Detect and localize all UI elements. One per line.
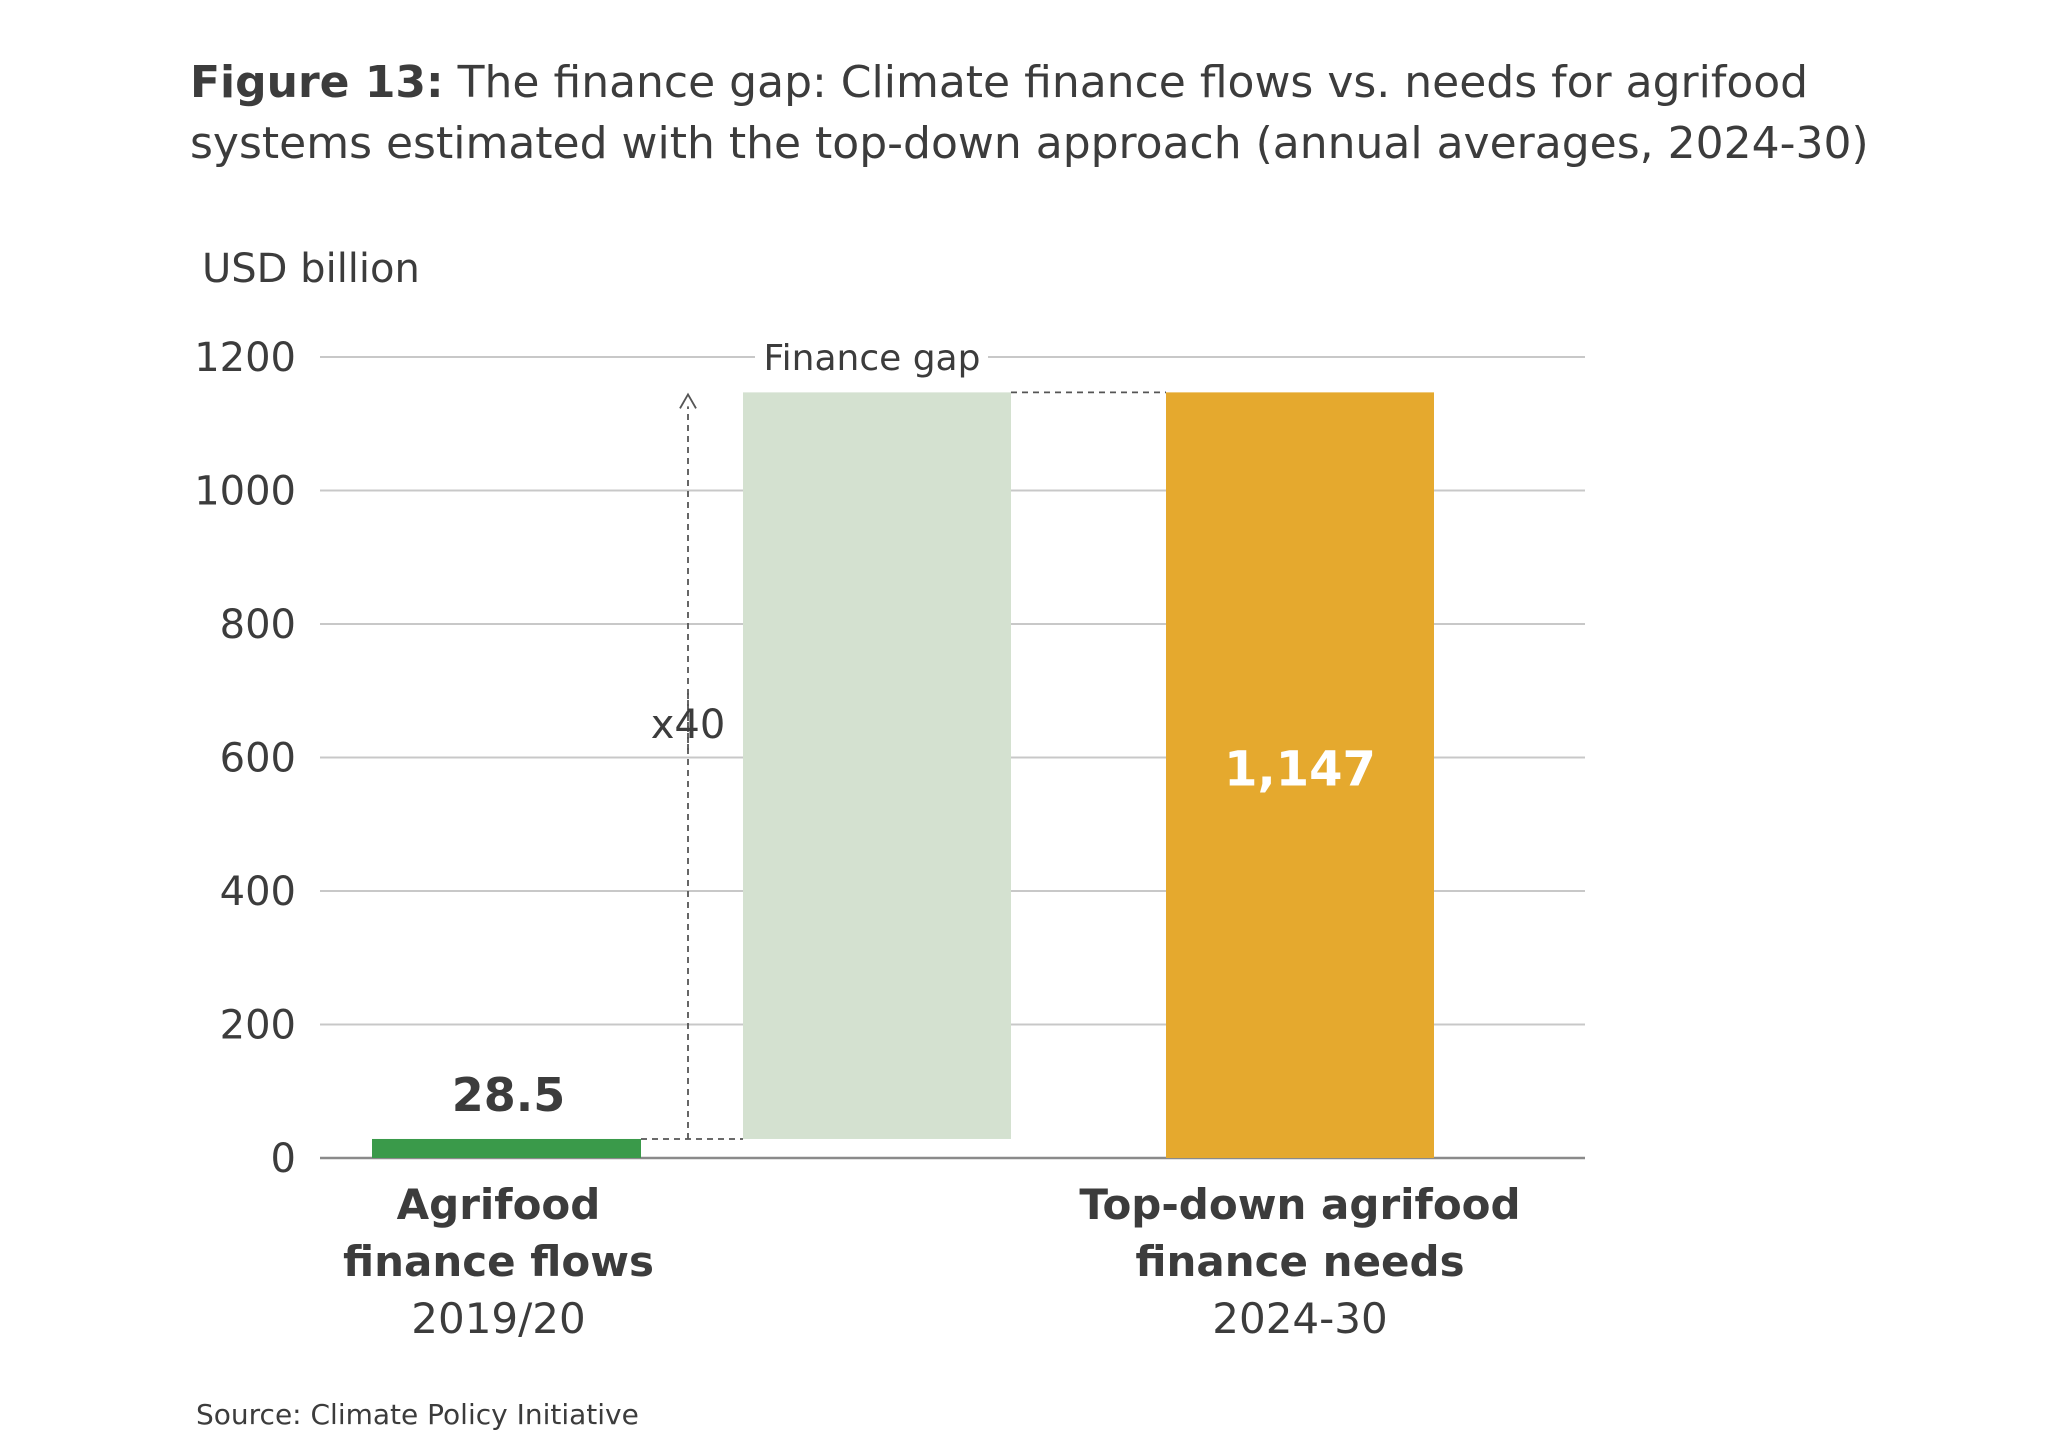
bar-finance-gap bbox=[743, 392, 1011, 1139]
finance-gap-label: Finance gap bbox=[764, 338, 981, 379]
category-label: Agrifood bbox=[397, 1180, 601, 1229]
bars: 28.5 1,147 bbox=[372, 392, 1434, 1158]
category-label: Top-down agrifood bbox=[1079, 1180, 1520, 1229]
figure-title: Figure 13: The finance gap: Climate fina… bbox=[190, 52, 1940, 174]
category-label: finance needs bbox=[1135, 1237, 1464, 1286]
y-axis-label: USD billion bbox=[202, 246, 420, 292]
y-tick-label: 800 bbox=[220, 602, 296, 648]
arrow-head bbox=[679, 392, 697, 409]
y-tick-label: 400 bbox=[220, 869, 296, 915]
multiplier-label: x40 bbox=[651, 702, 726, 748]
bar-agrifood-flows bbox=[372, 1138, 641, 1158]
bar-agrifood-needs bbox=[1166, 392, 1434, 1158]
y-tick-label: 200 bbox=[220, 1003, 296, 1049]
y-tick-label: 1200 bbox=[194, 335, 296, 381]
category-period: 2024-30 bbox=[1212, 1294, 1388, 1343]
y-tick-label: 0 bbox=[271, 1136, 296, 1182]
category-period: 2019/20 bbox=[411, 1294, 585, 1343]
annotations: x40 Finance gap bbox=[641, 338, 1166, 1140]
source-note: Source: Climate Policy Initiative bbox=[196, 1398, 639, 1431]
figure-title-text: The finance gap: Climate finance flows v… bbox=[190, 57, 1869, 169]
y-tick-label: 600 bbox=[220, 736, 296, 782]
y-tick-labels: 0 200 400 600 800 1000 1200 bbox=[194, 335, 296, 1182]
figure-label: Figure 13: bbox=[190, 57, 444, 108]
data-label-needs: 1,147 bbox=[1224, 742, 1376, 798]
x-category-labels: Agrifood finance flows 2019/20 Top-down agr… bbox=[343, 1180, 1521, 1343]
data-label-flows: 28.5 bbox=[452, 1068, 566, 1122]
category-label: finance flows bbox=[343, 1237, 654, 1286]
y-tick-label: 1000 bbox=[194, 469, 296, 515]
